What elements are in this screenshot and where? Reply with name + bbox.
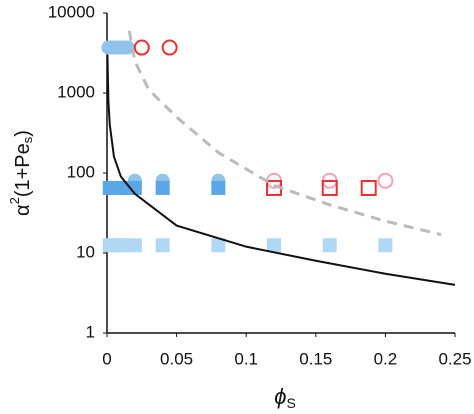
point <box>321 179 338 196</box>
point <box>115 238 130 253</box>
x-tick-label: 0.05 <box>160 349 193 368</box>
point <box>377 172 394 189</box>
point <box>211 238 226 253</box>
y-tick-label: 100 <box>67 162 95 181</box>
point <box>161 39 178 56</box>
y-tick-label: 1 <box>86 322 95 341</box>
y-tick-label: 10 <box>76 242 95 261</box>
x-tick-label: 0.15 <box>299 349 332 368</box>
point <box>360 179 377 196</box>
x-axis-title: ϕS <box>274 384 296 411</box>
point <box>155 180 170 195</box>
point <box>155 238 170 253</box>
point <box>120 40 135 55</box>
curve <box>106 54 456 286</box>
x-tick-label: 0.1 <box>234 349 258 368</box>
y-tick-label: 10000 <box>48 2 95 21</box>
curve <box>127 30 442 237</box>
x-tick-label: 0.2 <box>374 349 398 368</box>
point <box>127 238 142 253</box>
point <box>133 39 150 56</box>
y-axis-title: α2(1+Pes) <box>7 130 35 216</box>
point <box>127 180 142 195</box>
y-tick-label: 1000 <box>57 82 95 101</box>
point <box>378 238 393 253</box>
x-tick-label: 0.25 <box>438 349 471 368</box>
point <box>211 180 226 195</box>
point <box>115 180 130 195</box>
point <box>322 238 337 253</box>
point <box>267 238 282 253</box>
x-tick-label: 0 <box>102 349 111 368</box>
